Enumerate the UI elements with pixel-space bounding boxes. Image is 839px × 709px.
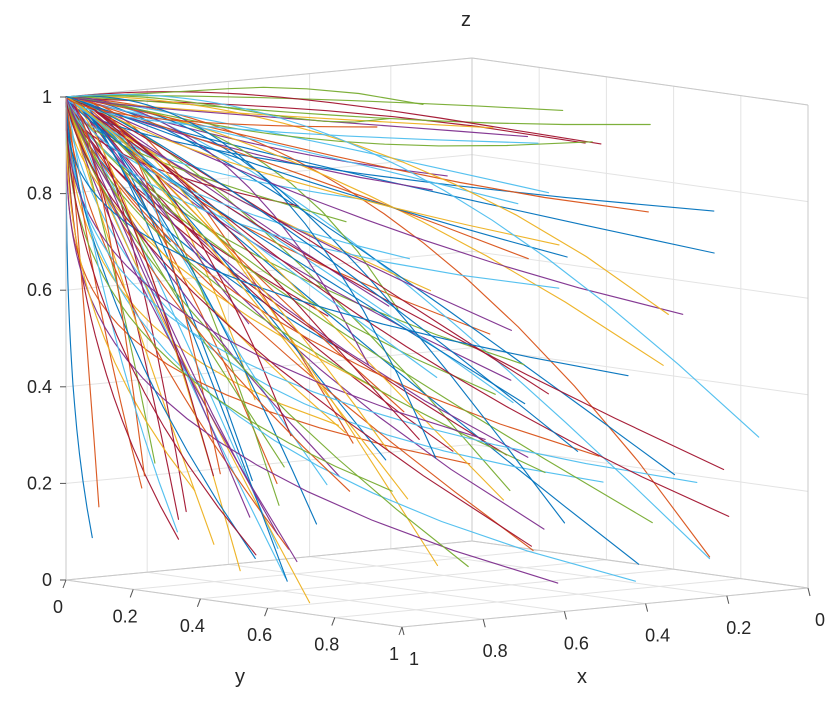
y-tick-mark	[264, 608, 269, 617]
floor-grid-x-1	[390, 548, 727, 597]
box-top-side-edge	[471, 57, 809, 106]
z-tick-label: 0	[42, 570, 52, 590]
y-tick-label: 0.8	[314, 635, 339, 655]
trajectory-line	[66, 93, 760, 438]
trajectory-layer	[65, 86, 760, 604]
x-tick-mark	[563, 611, 567, 620]
trajectory-line	[65, 108, 559, 584]
x-tick-mark	[726, 595, 730, 604]
floor-grid-y-2	[200, 559, 607, 600]
y-tick-mark	[196, 598, 201, 607]
x-tick-mark	[807, 587, 811, 597]
y-tick-label: 1	[389, 644, 399, 664]
z-tick-label: 0.8	[27, 184, 52, 204]
floor-grid-x-3	[228, 563, 565, 612]
axis-line-y	[65, 579, 403, 628]
x-tick-mark	[645, 603, 649, 612]
y-tick-mark	[62, 579, 67, 589]
axis-line-x	[401, 587, 809, 628]
axis-layer: 0 0.2 0.4 0.6 0.8 1 0 0.2 0.4 0.6 0.8 1 0 0.2 0.4 0.6 0.…	[27, 87, 825, 669]
y-tick-mark	[331, 617, 336, 626]
box-floor-back-edge	[65, 540, 473, 581]
side-wall-grid-z-4	[471, 154, 809, 203]
floor-grid-x-2	[309, 556, 646, 605]
trajectory-line	[65, 96, 579, 452]
x-tick-label: 0.2	[726, 618, 751, 638]
box-floor-side-edge	[471, 540, 809, 589]
x-axis-label: x	[577, 666, 587, 688]
x-tick-mark	[401, 626, 405, 636]
y-tick-label: 0.2	[113, 606, 138, 626]
x-tick-label: 1	[409, 649, 419, 669]
side-wall-grid-z-3	[471, 250, 809, 299]
x-tick-mark	[482, 619, 486, 628]
x-tick-label: 0.6	[564, 633, 589, 653]
z-tick-label: 0.6	[27, 280, 52, 300]
x-tick-label: 0	[815, 610, 825, 630]
y-tick-label: 0	[53, 597, 63, 617]
floor-grid-y-1	[133, 549, 540, 590]
y-tick-label: 0.4	[180, 616, 205, 636]
x-tick-label: 0.4	[645, 626, 670, 646]
x-tick-label: 0.8	[483, 641, 508, 661]
grid-layer	[65, 57, 809, 628]
floor-grid-x-4	[147, 571, 484, 620]
y-axis-label: y	[235, 666, 245, 688]
z-tick-label: 0.4	[27, 377, 52, 397]
y-tick-label: 0.6	[247, 625, 272, 645]
z-tick-label: 1	[42, 87, 52, 107]
z-axis-label: z	[461, 9, 471, 31]
box-top-back-edge	[65, 57, 473, 98]
y-tick-mark	[398, 626, 403, 636]
side-wall-grid-z-2	[471, 347, 809, 396]
floor-grid-y-3	[267, 568, 674, 609]
y-tick-mark	[129, 589, 134, 598]
z-tick-label: 0.2	[27, 473, 52, 493]
floor-grid-y-4	[334, 578, 741, 619]
trajectory-line	[65, 96, 378, 128]
